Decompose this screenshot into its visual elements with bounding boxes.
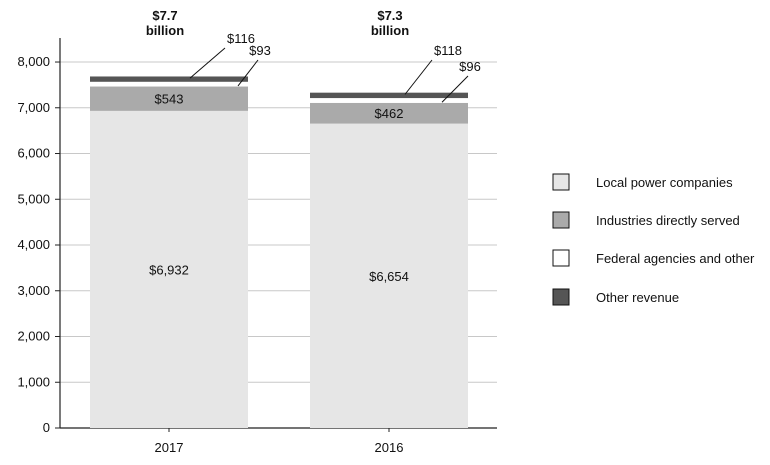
total-unit: billion [146,23,184,38]
y-tick-label: 8,000 [17,54,50,69]
y-tick-label: 0 [43,420,50,435]
legend-swatch [552,173,570,191]
callout-line [237,59,259,87]
y-tick-label: 1,000 [17,374,50,389]
bar-segment-other-revenue-2017 [90,76,248,82]
callout-line [404,59,433,95]
data-label: $462 [375,106,404,121]
y-tick-label: 6,000 [17,146,50,161]
total-amount: $7.7 [152,8,177,23]
bar-segment-industries-directly-served-2016 [310,102,468,124]
y-tick-label: 3,000 [17,283,50,298]
legend-label: Industries directly served [596,213,740,228]
bar-segment-industries-directly-served-2017 [90,86,248,111]
legend-label: Federal agencies and other [596,251,755,266]
callout-line [189,47,226,79]
total-unit: billion [371,23,409,38]
callout-line [441,75,469,103]
y-tick-label: 7,000 [17,100,50,115]
total-amount: $7.3 [377,8,402,23]
y-tick-label: 4,000 [17,237,50,252]
bar-segment-federal-agencies-and-other-2017 [89,81,249,87]
data-label: $118 [434,43,462,58]
bar-segment-local-power-companies-2017 [90,110,248,428]
bar-segment-local-power-companies-2016 [310,123,468,428]
data-label: $543 [155,91,184,106]
legend-swatch [552,288,570,306]
legend-label: Local power companies [596,175,733,190]
bar-segment-other-revenue-2016 [310,92,468,99]
data-label: $96 [459,59,481,74]
data-label: $116 [227,31,255,46]
legend-label: Other revenue [596,290,679,305]
x-tick-label: 2016 [375,440,404,455]
data-label: $6,654 [369,269,409,284]
y-tick-label: 2,000 [17,329,50,344]
legend-swatch [552,211,570,229]
data-label: $93 [249,43,271,58]
y-tick-label: 5,000 [17,191,50,206]
legend-swatch [552,249,570,267]
data-label: $6,932 [149,262,189,277]
x-tick-label: 2017 [155,440,184,455]
